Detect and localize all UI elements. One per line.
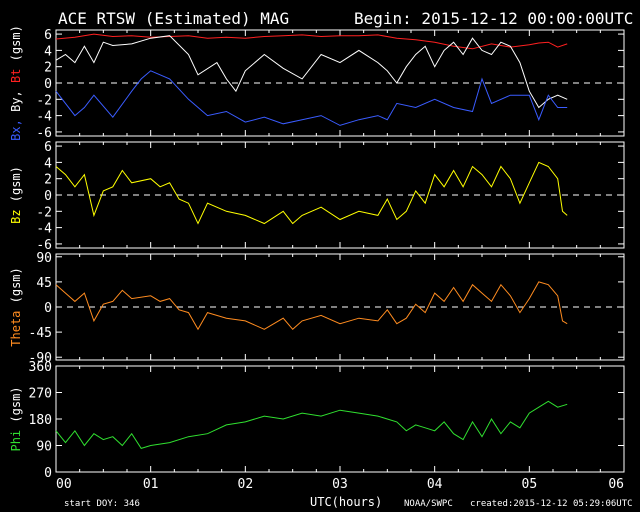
panel-1: 64 20-2 -4-6 Bz (gsm) [9,140,625,253]
series-line [55,70,568,126]
y-tick-label: 90 [36,251,52,266]
y-tick-label: -6 [36,238,52,253]
y-tick-label: 0 [44,466,52,481]
y-tick-label: 6 [44,28,52,43]
y-tick-label: 4 [44,156,52,171]
begin-timestamp: Begin: 2015-12-12 00:00:00UTC [354,9,633,28]
y-axis-label-part: (gsm) [9,25,23,68]
x-tick-label: 02 [238,477,254,492]
y-axis-label: Theta (gsm) [9,267,23,346]
y-tick-label: -45 [29,326,52,341]
series-line [55,35,568,109]
y-axis-label-part: By, [9,90,23,119]
y-tick-label: -6 [36,126,52,141]
y-tick-label: 2 [44,61,52,76]
x-tick-label: 06 [608,477,624,492]
y-tick-label: 45 [36,276,52,291]
chart-title: ACE RTSW (Estimated) MAG [58,9,289,28]
panel-0: 64 20-2 -4-6 Bx, By, Bt (gsm) [9,25,625,141]
y-axis-label-part: (gsm) [9,267,23,310]
y-tick-label: 270 [29,387,52,402]
y-axis-label-part: Phi [9,430,23,452]
x-tick-label: 00 [56,477,72,492]
x-tick-label: 04 [427,477,443,492]
y-tick-label: -4 [36,110,52,125]
panel-frame [55,141,625,249]
y-tick-label: 90 [36,440,52,455]
series-line [55,281,568,331]
panel-frame [55,253,625,361]
y-axis-label-part: (gsm) [9,386,23,429]
y-tick-label: -90 [29,351,52,366]
y-tick-label: 4 [44,44,52,59]
y-tick-label: -2 [36,93,52,108]
y-axis-label-part: Bz [9,209,23,223]
y-axis-label: Bx, By, Bt (gsm) [9,25,23,141]
y-tick-label: 6 [44,140,52,155]
y-axis-label-part: (gsm) [9,166,23,209]
panel-frame [55,365,625,473]
y-axis-label-part: Bt [9,69,23,91]
y-tick-label: 180 [29,413,52,428]
x-tick-label: 05 [522,477,538,492]
y-axis-label-part: Bx, [9,119,23,141]
y-tick-label: 0 [44,77,52,92]
y-tick-label: -2 [36,205,52,220]
source-label: NOAA/SWPC [404,499,453,509]
y-tick-label: -4 [36,222,52,237]
y-tick-label: 2 [44,173,52,188]
x-axis-tick-labels: 00 01 02 03 04 05 06 [56,477,624,492]
panel-2: 90 45 0 -45 -90 Theta (gsm) [9,251,625,366]
x-axis-label: UTC(hours) [310,495,382,509]
x-tick-label: 01 [143,477,159,492]
start-doy-label: start DOY: 346 [64,499,140,509]
y-axis-label-part: Theta [9,311,23,347]
series-line [55,400,568,449]
y-tick-label: 360 [29,360,52,375]
x-tick-label: 03 [332,477,348,492]
series-line [55,161,568,225]
y-tick-label: 0 [44,301,52,316]
y-axis-label: Bz (gsm) [9,166,23,224]
created-timestamp: created:2015-12-12 05:29:06UTC [470,499,633,509]
y-axis-label: Phi (gsm) [9,386,23,451]
panel-3: 360 270 180 90 0 Phi (gsm) [9,360,625,481]
series-line [55,33,568,50]
y-tick-label: 0 [44,189,52,204]
